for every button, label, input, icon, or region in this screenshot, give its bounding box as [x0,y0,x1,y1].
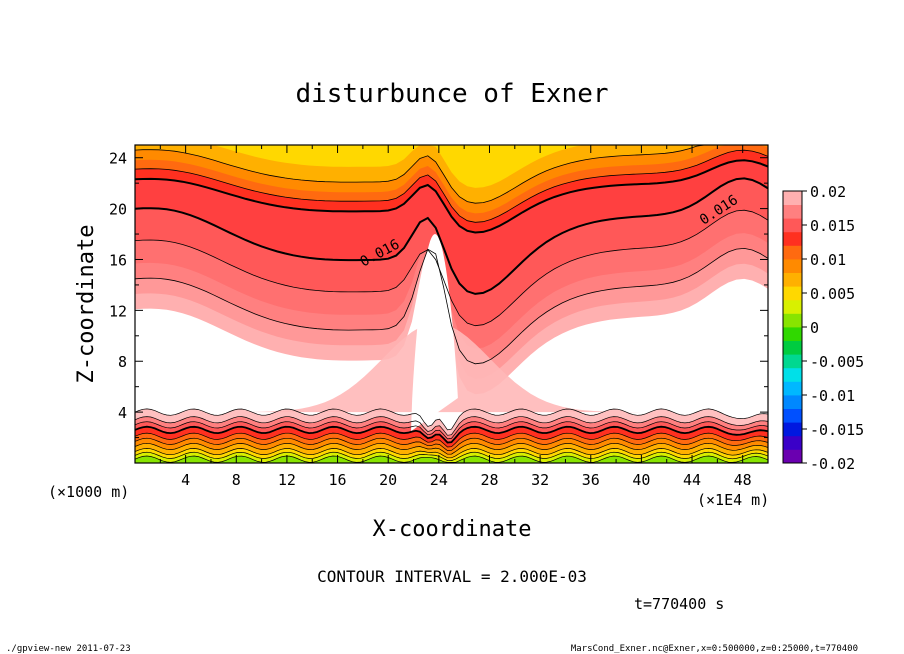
colorbar-swatch [783,395,802,409]
contour-line [134,442,769,455]
time-text: t=770400 s [634,595,724,613]
y-tick-label: 20 [109,201,127,219]
contour-line [134,159,769,234]
x-tick-label: 4 [181,471,190,489]
contour-line [134,209,769,327]
x-tick-label: 16 [329,471,347,489]
colorbar: 0.02 0.015 0.01 0.005 0 -0.005 -0.01 -0.015 -0.0… [782,183,864,473]
contour-line [134,425,769,444]
contour-field [135,145,768,463]
plot-frame [134,144,769,464]
x-tick-label: 48 [734,471,752,489]
colorbar-tick-label: 0.005 [810,285,855,303]
contour-band-lower [135,456,768,463]
colorbar-tick-label: 0.01 [810,251,846,269]
y-tick-label: 8 [118,353,127,371]
x-tick-label: 20 [379,471,397,489]
contour-line [134,247,769,365]
colorbar-swatch [783,354,802,369]
contour-line [134,437,769,451]
colorbar-swatch [783,313,802,328]
x-axis: 4 8 12 16 20 24 28 32 36 40 44 48 [159,145,752,489]
x-tick-label: 8 [232,471,241,489]
contour-lines [134,144,769,463]
contour-line [134,448,769,459]
colorbar-swatch [783,272,802,287]
colorbar-tick-label: -0.02 [810,455,855,473]
colorbar-swatch [783,381,802,396]
colorbar-tick-label: -0.01 [810,387,855,405]
x-tick-label: 32 [531,471,549,489]
white-column [410,234,458,432]
x-unit-right: (×1E4 m) [697,491,769,509]
colorbar-swatch [783,204,802,219]
x-tick-label: 36 [582,471,600,489]
x-axis-label: X-coordinate [373,517,532,542]
colorbar-swatch [783,422,802,437]
colorbar-swatch [783,367,802,382]
x-tick-label: 24 [430,471,448,489]
y-axis-label: Z-coordinate [74,225,99,384]
colorbar-swatch [783,327,802,341]
contour-line [134,149,769,223]
colorbar-swatch [783,286,802,301]
contour-line [134,177,769,295]
colorbar-swatch [783,299,802,314]
contour-interval-text: CONTOUR INTERVAL = 2.000E-03 [317,567,587,586]
colorbar-tick-label: 0.015 [810,217,855,235]
colorbar-tick-label: -0.015 [810,421,864,439]
x-unit-left: (×1000 m) [48,483,129,501]
footer-right: MarsCond_Exner.nc@Exner,x=0:500000,z=0:2… [571,644,858,654]
colorbar-swatch [783,218,802,233]
contour-line [134,421,769,440]
contour-line [134,432,769,448]
contour-band-upper [135,145,768,188]
footer-left: ./gpview-new 2011-07-23 [6,644,131,654]
colorbar-swatch [783,191,802,205]
contour-line [134,451,769,461]
colorbar-swatch [783,449,802,464]
colorbar-swatch [783,231,802,246]
y-tick-label: 24 [109,150,127,168]
contour-line [134,416,769,436]
x-tick-label: 40 [632,471,650,489]
y-tick-label: 16 [109,251,127,269]
x-tick-label: 28 [480,471,498,489]
y-axis: 4 8 12 16 20 24 [109,150,768,439]
contour-line [134,408,769,431]
y-tick-label: 12 [109,302,127,320]
x-tick-label: 12 [278,471,296,489]
colorbar-tick-label: 0 [810,319,819,337]
colorbar-swatch [783,245,802,260]
colorbar-swatch [783,259,802,273]
colorbar-tick-label: -0.005 [810,353,864,371]
x-tick-label: 44 [683,471,701,489]
chart-title: disturbunce of Exner [295,79,608,109]
colorbar-swatch [783,435,802,450]
colorbar-swatch [783,340,802,355]
y-tick-label: 4 [118,404,127,422]
colorbar-tick-label: 0.02 [810,183,846,201]
colorbar-swatch [783,408,802,423]
contour-line [134,144,768,204]
